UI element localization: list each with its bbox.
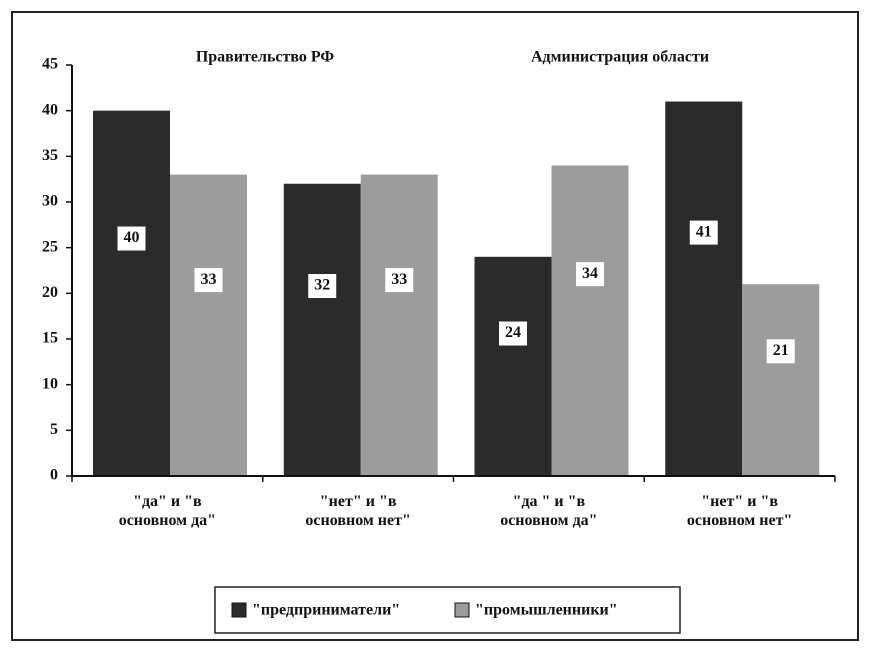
y-tick-label: 15 bbox=[42, 330, 58, 347]
value-label: 24 bbox=[505, 324, 521, 341]
frame bbox=[11, 11, 859, 641]
annotation: Администрация области bbox=[531, 49, 709, 66]
legend-swatch bbox=[231, 602, 247, 618]
value-label-bg bbox=[194, 268, 223, 293]
value-label-bg bbox=[385, 268, 414, 293]
value-label: 40 bbox=[124, 229, 140, 246]
legend-swatch bbox=[454, 602, 470, 618]
y-tick-label: 45 bbox=[42, 56, 58, 73]
y-tick-label: 10 bbox=[42, 375, 58, 392]
legend-label: "промышленники" bbox=[475, 602, 618, 619]
value-label: 34 bbox=[582, 265, 598, 282]
y-tick-label: 5 bbox=[50, 421, 58, 438]
x-tick-label: "да" и "в основном да" bbox=[118, 493, 217, 529]
value-label-bg bbox=[576, 262, 604, 287]
value-label: 21 bbox=[773, 342, 789, 359]
x-tick-label: "нет" и "в основном нет" bbox=[305, 493, 411, 529]
bar bbox=[742, 284, 820, 476]
value-label-bg bbox=[766, 339, 795, 364]
value-label-bg bbox=[499, 321, 527, 346]
bar bbox=[474, 256, 552, 476]
value-label-bg bbox=[689, 220, 718, 245]
bar bbox=[93, 110, 170, 477]
legend-label: "предприниматели" bbox=[252, 602, 400, 619]
annotation: Правительство РФ bbox=[196, 49, 335, 66]
value-label: 33 bbox=[201, 271, 217, 288]
x-label-box: "да " и "в основном да" bbox=[500, 493, 598, 529]
y-tick-label: 20 bbox=[42, 284, 58, 301]
x-label-box: "нет" и "в основном нет" bbox=[686, 493, 793, 529]
x-tick-label: "нет" и "в основном нет" bbox=[686, 493, 793, 529]
y-tick-label: 0 bbox=[50, 467, 58, 484]
y-tick-label: 30 bbox=[42, 193, 58, 210]
value-label: 32 bbox=[314, 277, 330, 294]
x-tick-label: "да " и "в основном да" bbox=[500, 493, 598, 529]
bar bbox=[170, 174, 247, 476]
bar bbox=[551, 165, 629, 476]
legend-box bbox=[214, 586, 681, 634]
bar bbox=[360, 174, 438, 476]
value-label-bg bbox=[117, 226, 146, 251]
bar bbox=[283, 183, 361, 476]
value-label: 41 bbox=[696, 223, 712, 240]
y-tick-label: 35 bbox=[42, 147, 58, 164]
value-label-bg bbox=[308, 274, 337, 299]
x-label-box: "да" и "в основном да" bbox=[118, 493, 217, 529]
y-tick-label: 25 bbox=[42, 238, 58, 255]
y-tick-label: 40 bbox=[42, 101, 58, 118]
x-label-box: "нет" и "в основном нет" bbox=[305, 493, 411, 529]
value-label: 33 bbox=[391, 271, 407, 288]
bar bbox=[665, 101, 743, 477]
